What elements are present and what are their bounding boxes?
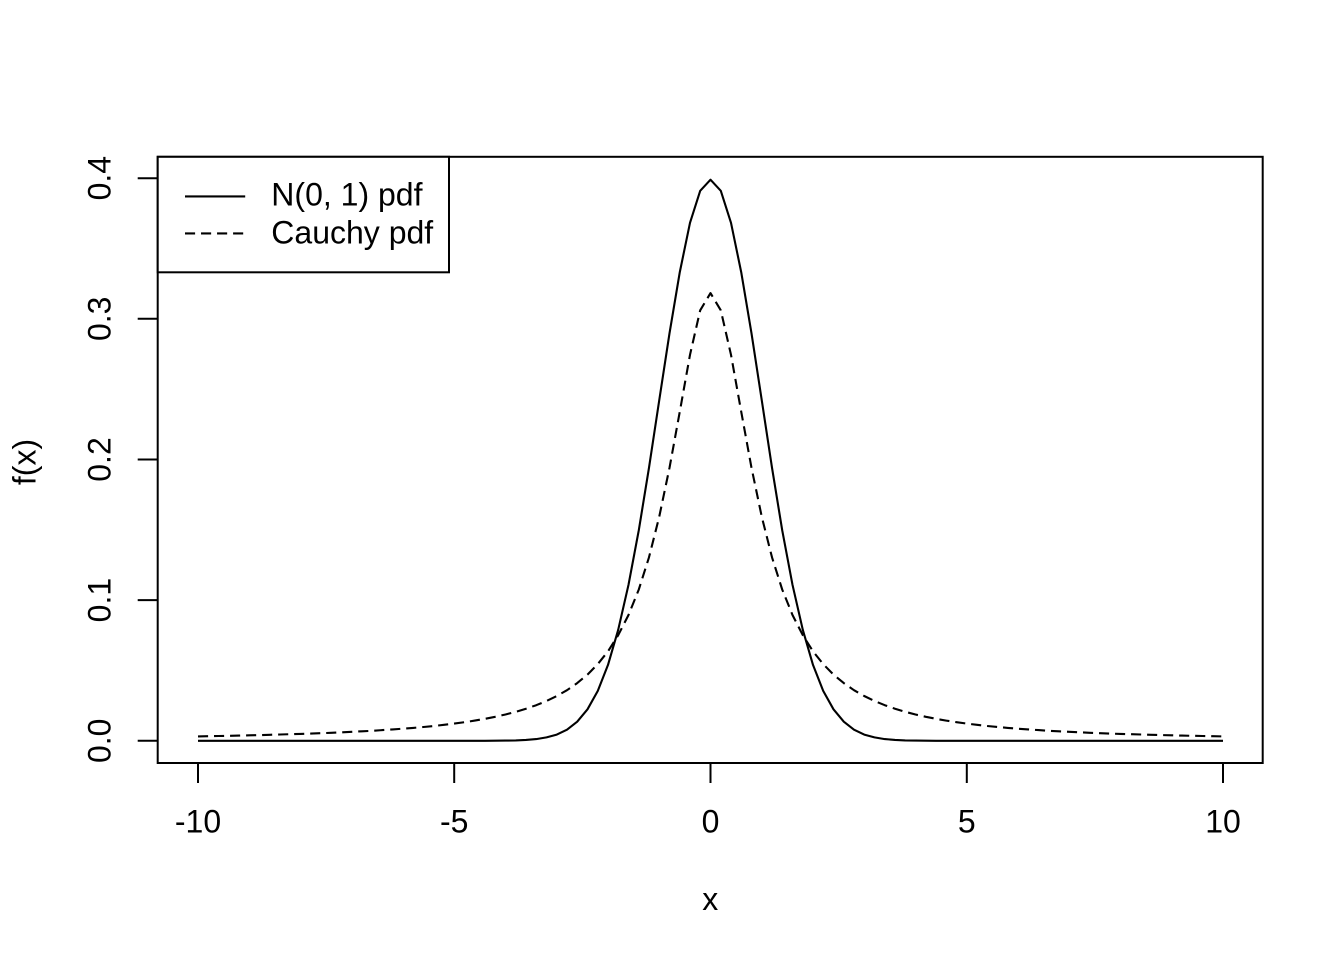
svg-text:0.1: 0.1 — [82, 578, 118, 622]
svg-text:0.3: 0.3 — [82, 297, 118, 341]
svg-text:-10: -10 — [175, 804, 221, 840]
svg-text:Cauchy pdf: Cauchy pdf — [271, 215, 433, 251]
svg-text:0: 0 — [702, 804, 720, 840]
svg-text:0.0: 0.0 — [82, 719, 118, 763]
svg-text:-5: -5 — [440, 804, 468, 840]
svg-text:0.2: 0.2 — [82, 437, 118, 481]
svg-text:10: 10 — [1205, 804, 1241, 840]
svg-text:x: x — [702, 881, 718, 917]
svg-text:0.4: 0.4 — [82, 156, 118, 200]
svg-text:N(0, 1) pdf: N(0, 1) pdf — [271, 177, 422, 213]
svg-text:5: 5 — [958, 804, 976, 840]
svg-text:f(x): f(x) — [7, 439, 43, 485]
